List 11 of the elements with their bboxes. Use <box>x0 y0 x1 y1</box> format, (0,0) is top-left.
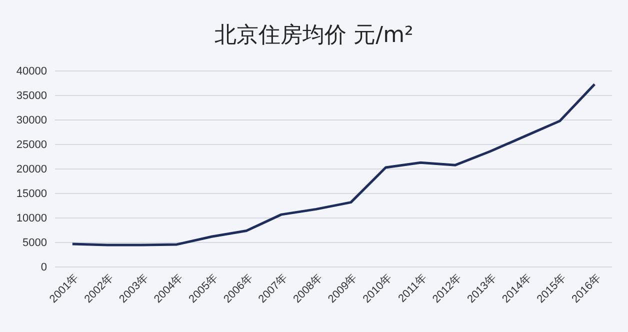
chart-title: 北京住房均价 元/m² <box>214 23 414 48</box>
y-tick-label: 25000 <box>16 139 47 152</box>
y-tick-label: 40000 <box>16 66 47 78</box>
y-tick-label: 30000 <box>16 114 47 127</box>
y-tick-label: 0 <box>40 262 47 274</box>
y-tick-label: 15000 <box>16 188 47 200</box>
y-tick-label: 20000 <box>16 164 47 176</box>
y-tick-label: 35000 <box>16 90 47 102</box>
y-tick-label: 5000 <box>22 237 47 250</box>
line-series <box>71 82 596 246</box>
y-tick-label: 10000 <box>16 212 47 225</box>
